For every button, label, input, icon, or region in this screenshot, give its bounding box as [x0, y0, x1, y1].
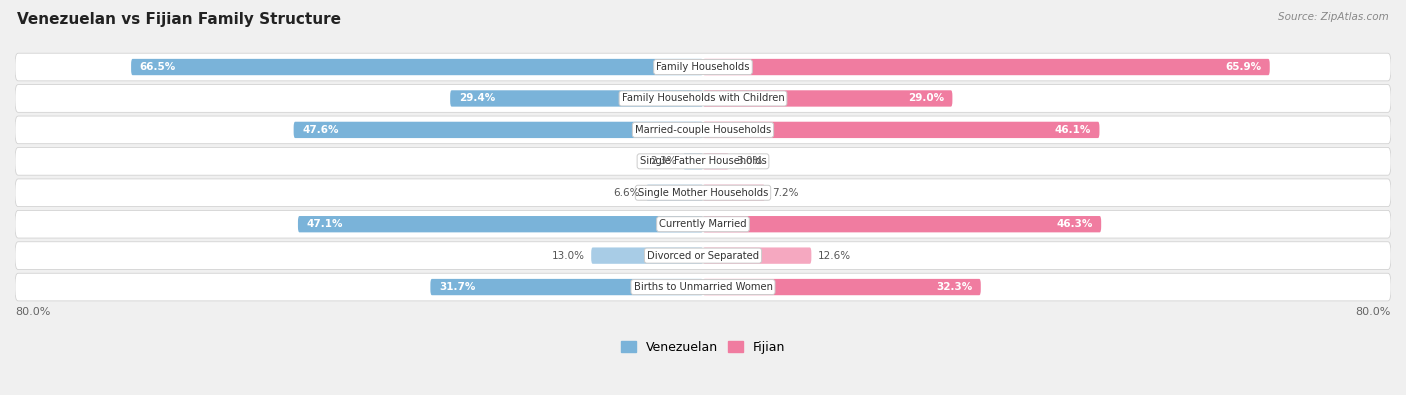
Text: 47.1%: 47.1% [307, 219, 343, 229]
Text: 13.0%: 13.0% [551, 250, 585, 261]
Text: Source: ZipAtlas.com: Source: ZipAtlas.com [1278, 12, 1389, 22]
FancyBboxPatch shape [15, 53, 1391, 81]
Text: Family Households with Children: Family Households with Children [621, 94, 785, 103]
FancyBboxPatch shape [703, 247, 811, 264]
Text: 3.0%: 3.0% [735, 156, 762, 166]
Text: 66.5%: 66.5% [139, 62, 176, 72]
FancyBboxPatch shape [703, 122, 1099, 138]
FancyBboxPatch shape [647, 184, 703, 201]
Text: 31.7%: 31.7% [439, 282, 475, 292]
Text: Currently Married: Currently Married [659, 219, 747, 229]
Text: 7.2%: 7.2% [772, 188, 799, 198]
Text: Single Father Households: Single Father Households [640, 156, 766, 166]
FancyBboxPatch shape [131, 59, 703, 75]
FancyBboxPatch shape [15, 85, 1391, 112]
Text: Divorced or Separated: Divorced or Separated [647, 250, 759, 261]
Text: 80.0%: 80.0% [15, 307, 51, 316]
FancyBboxPatch shape [15, 116, 1391, 144]
Text: 29.0%: 29.0% [908, 94, 943, 103]
FancyBboxPatch shape [298, 216, 703, 232]
FancyBboxPatch shape [591, 247, 703, 264]
FancyBboxPatch shape [703, 59, 1270, 75]
FancyBboxPatch shape [703, 90, 952, 107]
Text: 29.4%: 29.4% [458, 94, 495, 103]
FancyBboxPatch shape [15, 242, 1391, 269]
FancyBboxPatch shape [703, 279, 981, 295]
Text: Births to Unmarried Women: Births to Unmarried Women [634, 282, 772, 292]
Text: Family Households: Family Households [657, 62, 749, 72]
Text: 65.9%: 65.9% [1225, 62, 1261, 72]
Text: Single Mother Households: Single Mother Households [638, 188, 768, 198]
Legend: Venezuelan, Fijian: Venezuelan, Fijian [616, 336, 790, 359]
FancyBboxPatch shape [703, 184, 765, 201]
FancyBboxPatch shape [294, 122, 703, 138]
Text: 46.1%: 46.1% [1054, 125, 1091, 135]
FancyBboxPatch shape [450, 90, 703, 107]
Text: 6.6%: 6.6% [613, 188, 640, 198]
Text: 80.0%: 80.0% [1355, 307, 1391, 316]
FancyBboxPatch shape [15, 273, 1391, 301]
FancyBboxPatch shape [703, 216, 1101, 232]
Text: Married-couple Households: Married-couple Households [636, 125, 770, 135]
FancyBboxPatch shape [15, 211, 1391, 238]
Text: 46.3%: 46.3% [1056, 219, 1092, 229]
Text: 32.3%: 32.3% [936, 282, 972, 292]
FancyBboxPatch shape [430, 279, 703, 295]
Text: 47.6%: 47.6% [302, 125, 339, 135]
FancyBboxPatch shape [15, 179, 1391, 207]
Text: Venezuelan vs Fijian Family Structure: Venezuelan vs Fijian Family Structure [17, 12, 340, 27]
Text: 2.3%: 2.3% [650, 156, 676, 166]
FancyBboxPatch shape [683, 153, 703, 169]
Text: 12.6%: 12.6% [818, 250, 852, 261]
FancyBboxPatch shape [15, 147, 1391, 175]
FancyBboxPatch shape [703, 153, 728, 169]
